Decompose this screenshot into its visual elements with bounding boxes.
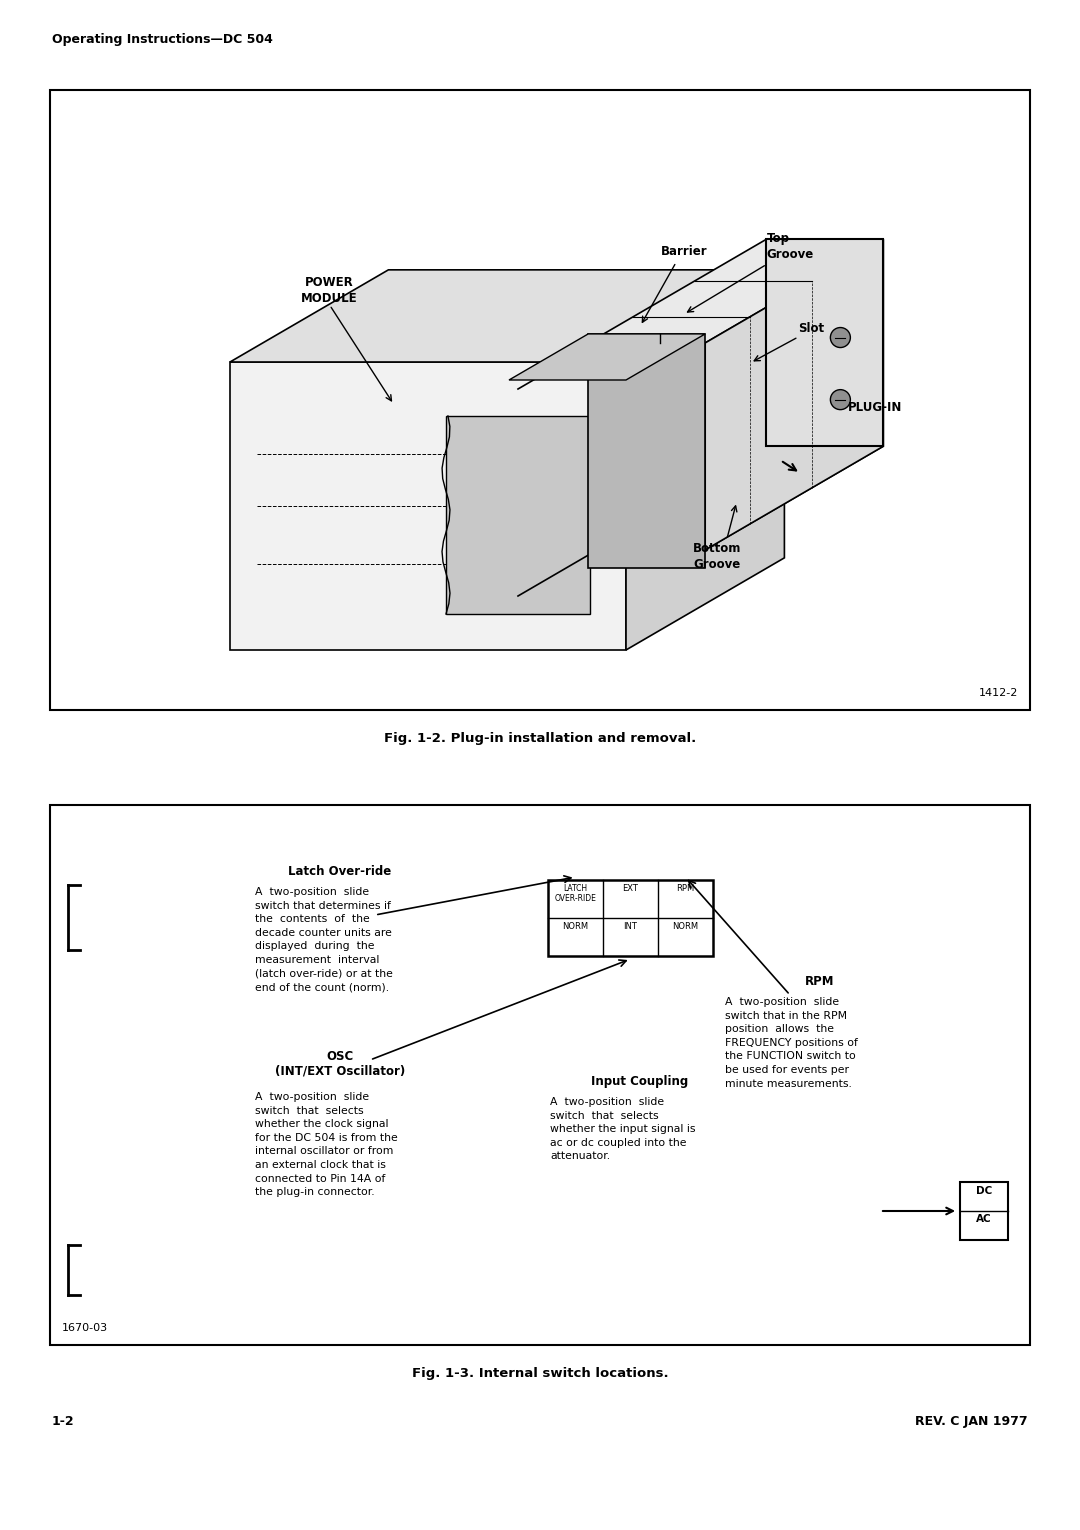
Polygon shape [589,447,883,549]
Text: Input Coupling: Input Coupling [592,1076,689,1088]
Text: Latch Over-ride: Latch Over-ride [288,864,392,878]
Bar [548,880,713,956]
Text: Fig. 1-3. Internal switch locations.: Fig. 1-3. Internal switch locations. [411,1366,669,1380]
Text: 1670-03: 1670-03 [62,1323,108,1333]
Polygon shape [589,334,705,568]
Polygon shape [509,334,705,379]
Text: Barrier: Barrier [661,245,707,259]
Bar [50,805,1030,1345]
Text: AC: AC [976,1213,991,1224]
Circle shape [831,327,850,347]
Text: POWER
MODULE: POWER MODULE [301,275,357,304]
Text: Top
Groove: Top Groove [767,233,814,262]
Text: Slot: Slot [798,321,824,335]
Text: LATCH
OVER-RIDE: LATCH OVER-RIDE [554,884,596,903]
Text: A  two-position  slide
switch  that  selects
whether the clock signal
for the DC: A two-position slide switch that selects… [255,1092,397,1196]
Text: Fig. 1-2. Plug-in installation and removal.: Fig. 1-2. Plug-in installation and remov… [383,731,697,745]
Bar [50,90,1030,710]
Text: REV. C JAN 1977: REV. C JAN 1977 [916,1415,1028,1427]
Polygon shape [767,239,883,447]
Text: INT: INT [623,923,637,930]
Text: NORM: NORM [563,923,589,930]
Polygon shape [626,269,784,650]
Text: DC: DC [976,1186,993,1196]
Text: OSC
(INT/EXT Oscillator): OSC (INT/EXT Oscillator) [275,1050,405,1079]
Polygon shape [230,363,626,650]
Text: PLUG-IN: PLUG-IN [848,401,902,413]
Text: RPM: RPM [676,884,694,894]
Bar [960,1183,1008,1239]
Polygon shape [705,239,883,549]
Text: RPM: RPM [806,975,835,988]
Text: A  two-position  slide
switch that in the RPM
position  allows  the
FREQUENCY po: A two-position slide switch that in the … [725,998,858,1089]
Polygon shape [230,269,784,363]
Text: 1-2: 1-2 [52,1415,75,1427]
Circle shape [831,390,850,410]
Text: 1412-2: 1412-2 [978,688,1018,698]
Text: Operating Instructions—DC 504: Operating Instructions—DC 504 [52,34,273,46]
Text: EXT: EXT [622,884,638,894]
Text: Bottom
Groove: Bottom Groove [692,542,741,571]
Text: NORM: NORM [673,923,699,930]
Text: A  two-position  slide
switch  that  selects
whether the input signal is
ac or d: A two-position slide switch that selects… [550,1097,696,1161]
Text: A  two-position  slide
switch that determines if
the  contents  of  the
decade c: A two-position slide switch that determi… [255,887,393,991]
Polygon shape [589,239,883,343]
Polygon shape [446,416,590,614]
